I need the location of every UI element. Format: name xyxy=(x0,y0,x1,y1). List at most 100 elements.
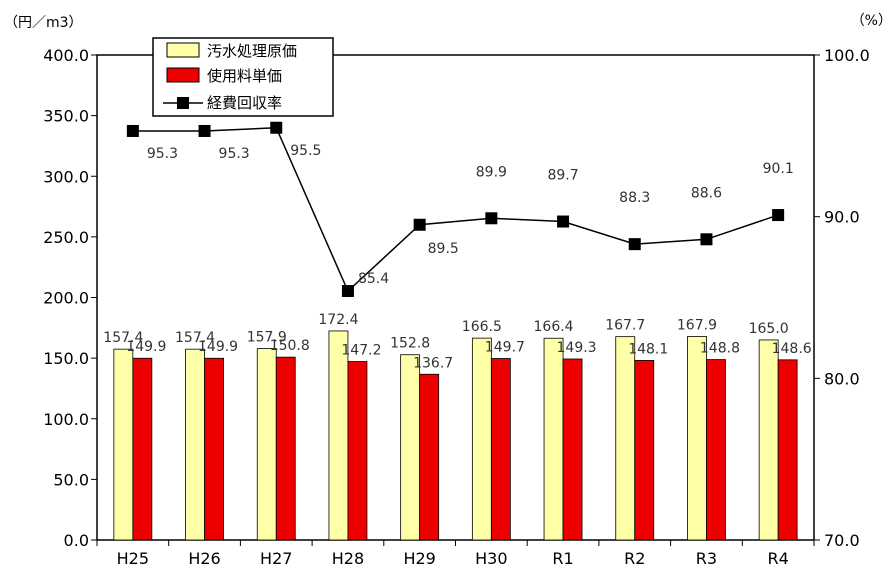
recovery-rate-label: 95.3 xyxy=(147,146,178,162)
bar-unit-price-label: 150.8 xyxy=(270,338,310,354)
recovery-rate-label: 88.3 xyxy=(619,190,650,206)
recovery-rate-marker xyxy=(772,209,785,222)
bar-cost xyxy=(687,336,707,541)
recovery-rate-marker xyxy=(485,212,498,225)
recovery-rate-label: 95.5 xyxy=(290,143,321,159)
recovery-rate-marker xyxy=(126,124,139,137)
bar-cost xyxy=(400,354,421,541)
bar-cost xyxy=(113,348,134,541)
bar-cost xyxy=(185,348,205,541)
bar-unit-price xyxy=(706,359,726,541)
right-axis-tick-label: 80.0 xyxy=(824,369,860,388)
bar-cost xyxy=(471,337,492,541)
left-axis-unit-label: （円／m3） xyxy=(4,15,83,31)
bar-unit-price xyxy=(777,359,798,541)
x-axis-label: H30 xyxy=(475,549,507,568)
recovery-rate-line xyxy=(132,126,779,293)
left-axis-tick-label: 50.0 xyxy=(53,470,89,489)
left-axis-tick-label: 250.0 xyxy=(43,228,89,247)
bar-unit-price xyxy=(204,357,224,541)
x-axis-label: R2 xyxy=(624,549,645,568)
left-axis: 0.0 50.0 100.0 150.0 200.0 250.0 300.0 350.0 400… xyxy=(43,46,97,550)
recovery-rate-marker xyxy=(413,218,426,231)
bar-cost xyxy=(256,348,277,541)
left-axis-tick-label: 400.0 xyxy=(43,46,89,65)
recovery-rate-marker xyxy=(557,215,570,228)
bar-unit-price-label: 149.9 xyxy=(198,339,238,355)
right-axis-tick-label: 70.0 xyxy=(824,531,860,550)
recovery-rate-label: 89.5 xyxy=(428,241,459,257)
bar-unit-price-label: 136.7 xyxy=(413,355,453,371)
bar-unit-price xyxy=(490,358,511,541)
legend: 汚水処理原価 使用料単価 経費回収率 xyxy=(152,37,334,117)
bar-unit-price xyxy=(634,360,655,541)
legend-marker-recovery xyxy=(177,97,189,109)
recovery-rate-marker xyxy=(628,238,641,251)
bar-cost-label: 157.4 xyxy=(103,330,143,346)
x-axis-label: R4 xyxy=(768,549,789,568)
bar-unit-price xyxy=(347,361,368,541)
bar-cost-label: 152.8 xyxy=(390,336,430,352)
x-axis-label: R3 xyxy=(696,549,717,568)
bar-cost-label: 167.7 xyxy=(605,318,645,334)
legend-label-cost: 汚水処理原価 xyxy=(207,42,297,60)
bar-cost-label: 165.0 xyxy=(749,321,789,337)
bar-unit-price-label: 147.2 xyxy=(341,343,381,359)
bar-unit-price-label: 148.6 xyxy=(772,341,812,357)
bar-unit-price-label: 148.1 xyxy=(628,341,668,357)
recovery-rate-marker xyxy=(341,285,354,298)
data-labels: 157.4149.9157.4149.9157.9150.8172.4147.2… xyxy=(103,143,811,372)
left-axis-tick-label: 300.0 xyxy=(43,167,89,186)
left-axis-tick-label: 0.0 xyxy=(64,531,89,550)
x-axis: H25 H26 H27 H28 H29 H30 R1 R2 R3 R4 xyxy=(96,540,815,568)
bar-cost-label: 157.9 xyxy=(247,330,287,346)
bar-cost xyxy=(615,336,636,541)
bar-cost xyxy=(328,330,349,541)
left-axis-tick-label: 100.0 xyxy=(43,410,89,429)
recovery-rate-marker xyxy=(198,124,211,137)
x-axis-label: H26 xyxy=(188,549,220,568)
left-axis-tick-label: 200.0 xyxy=(43,289,89,308)
recovery-rate-marker xyxy=(270,121,283,134)
bar-cost-label: 166.4 xyxy=(534,319,574,335)
x-axis-label: R1 xyxy=(552,549,573,568)
recovery-rate-label: 95.3 xyxy=(219,146,250,162)
legend-swatch-cost xyxy=(166,42,200,58)
legend-swatch-unit-price xyxy=(166,67,200,83)
legend-label-recovery: 経費回収率 xyxy=(207,94,282,112)
bar-unit-price-label: 149.9 xyxy=(126,339,166,355)
right-axis-tick-label: 100.0 xyxy=(824,46,870,65)
recovery-rate-label: 90.1 xyxy=(763,161,794,177)
left-axis-tick-label: 150.0 xyxy=(43,349,89,368)
x-axis-label: H27 xyxy=(260,549,292,568)
bar-cost-label: 167.9 xyxy=(677,317,717,333)
x-axis-label: H28 xyxy=(332,549,364,568)
bar-unit-price-label: 148.8 xyxy=(700,341,740,357)
right-axis: 70.0 80.0 90.0 100.0 xyxy=(814,46,870,550)
bar-cost xyxy=(758,339,779,541)
x-axis-label: H29 xyxy=(403,549,435,568)
bar-cost xyxy=(543,337,564,541)
bar-unit-price-label: 149.7 xyxy=(485,339,525,355)
bar-unit-price xyxy=(275,356,296,541)
recovery-rate-marker xyxy=(700,233,713,246)
bar-unit-price xyxy=(132,357,153,541)
bar-unit-price xyxy=(419,373,440,541)
right-axis-tick-label: 90.0 xyxy=(824,208,860,227)
right-axis-unit-label: （%） xyxy=(851,13,892,29)
line-series xyxy=(126,121,785,298)
bar-unit-price xyxy=(562,358,583,541)
bar-cost-label: 166.5 xyxy=(462,319,502,335)
bar-cost-label: 172.4 xyxy=(318,312,358,328)
recovery-rate-label: 89.7 xyxy=(547,168,578,184)
x-axis-label: H25 xyxy=(117,549,149,568)
recovery-rate-label: 85.4 xyxy=(358,271,389,287)
recovery-rate-label: 89.9 xyxy=(476,164,507,180)
bar-unit-price-label: 149.3 xyxy=(557,340,597,356)
bar-series xyxy=(113,330,798,541)
bar-cost-label: 157.4 xyxy=(175,330,215,346)
legend-label-unit-price: 使用料単価 xyxy=(207,67,282,85)
left-axis-tick-label: 350.0 xyxy=(43,107,89,126)
recovery-rate-label: 88.6 xyxy=(691,185,722,201)
